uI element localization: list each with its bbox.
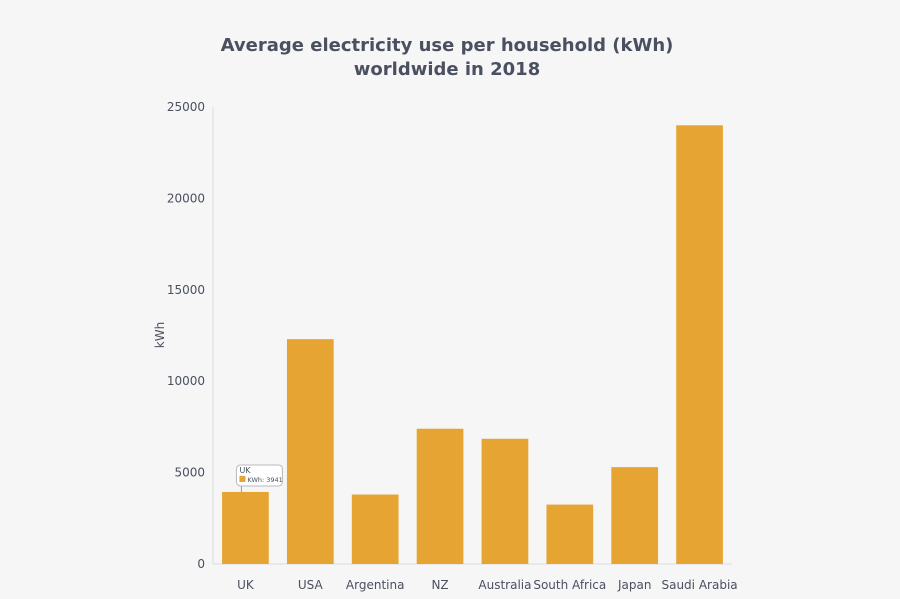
y-tick-labels: 0 5000 10000 15000 20000 25000 bbox=[167, 100, 205, 571]
bars bbox=[222, 125, 723, 564]
bar-saudi-arabia[interactable] bbox=[676, 125, 723, 564]
x-tick-labels: UK USA Argentina NZ Australia South Africa Jap… bbox=[237, 578, 738, 592]
y-tick-label-25000: 25000 bbox=[167, 100, 205, 114]
bar-uk[interactable] bbox=[222, 491, 269, 564]
bar-nz[interactable] bbox=[416, 428, 464, 564]
y-tick-label-15000: 15000 bbox=[167, 283, 205, 297]
y-tick-label-5000: 5000 bbox=[174, 466, 205, 480]
x-tick-label-usa: USA bbox=[298, 578, 324, 592]
tooltip-category: UK bbox=[239, 466, 251, 475]
x-tick-label-nz: NZ bbox=[431, 578, 448, 592]
bar-usa[interactable] bbox=[286, 339, 334, 564]
chart-title-line-2: worldwide in 2018 bbox=[354, 59, 540, 80]
x-tick-label-uk: UK bbox=[237, 578, 255, 592]
y-tick-label-20000: 20000 bbox=[167, 191, 205, 205]
x-tick-label-australia: Australia bbox=[478, 578, 531, 592]
tooltip-swatch bbox=[239, 475, 246, 482]
y-axis-label: kWh bbox=[153, 322, 167, 348]
bar-south-africa[interactable] bbox=[546, 504, 594, 564]
tooltip-box bbox=[235, 464, 283, 487]
bar-argentina[interactable] bbox=[351, 494, 399, 564]
x-tick-label-saudi-arabia: Saudi Arabia bbox=[661, 578, 737, 592]
chart-title-line-1: Average electricity use per household (k… bbox=[221, 35, 674, 56]
tooltip-value: KWh: 3941 bbox=[247, 476, 282, 484]
bar-australia[interactable] bbox=[481, 438, 529, 564]
x-tick-label-japan: Japan bbox=[617, 578, 651, 592]
bar-japan[interactable] bbox=[611, 467, 659, 564]
tooltip: UK KWh: 3941 bbox=[235, 464, 283, 492]
y-tick-label-0: 0 bbox=[197, 557, 205, 571]
x-tick-label-argentina: Argentina bbox=[346, 578, 405, 592]
y-tick-label-10000: 10000 bbox=[167, 374, 205, 388]
x-tick-label-south-africa: South Africa bbox=[533, 578, 606, 592]
